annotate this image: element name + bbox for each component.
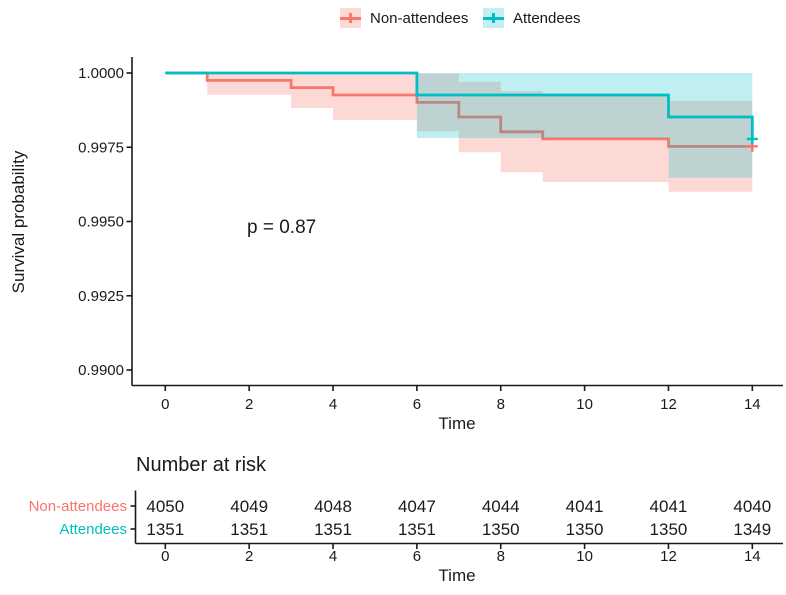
risk-count-attendees: 1351 <box>398 520 436 539</box>
x-tick-label: 8 <box>497 396 505 413</box>
risk-x-tick-label: 4 <box>329 548 337 565</box>
risk-x-tick-label: 10 <box>576 548 593 565</box>
risk-table-x-axis-title: Time <box>438 566 476 585</box>
risk-row-label-non-attendees: Non-attendees <box>28 498 127 515</box>
y-tick-label: 1.0000 <box>78 65 124 82</box>
non-attendees-legend-key-icon <box>340 8 361 28</box>
x-tick-label: 10 <box>576 396 593 413</box>
risk-count-attendees: 1349 <box>733 520 771 539</box>
risk-count-attendees: 1350 <box>566 520 604 539</box>
risk-row-label-attendees: Attendees <box>59 521 127 538</box>
risk-x-tick-label: 14 <box>744 548 761 565</box>
x-tick-label: 2 <box>245 396 253 413</box>
risk-count-non-attendees: 4050 <box>146 497 184 516</box>
x-tick-label: 6 <box>413 396 421 413</box>
risk-count-non-attendees: 4044 <box>482 497 520 516</box>
y-axis-title: Survival probability <box>9 150 28 294</box>
risk-x-tick-label: 0 <box>161 548 169 565</box>
legend-label-attendees: Attendees <box>513 9 581 27</box>
y-tick-label: 0.9975 <box>78 139 124 156</box>
risk-count-attendees: 1351 <box>314 520 352 539</box>
y-tick-label: 0.9900 <box>78 362 124 379</box>
x-axis-title: Time <box>438 414 476 433</box>
legend-label-non-attendees: Non-attendees <box>370 9 469 27</box>
y-tick-label: 0.9950 <box>78 214 124 231</box>
risk-table-title: Number at risk <box>136 454 267 476</box>
risk-x-tick-label: 2 <box>245 548 253 565</box>
risk-x-tick-label: 8 <box>497 548 505 565</box>
x-tick-label: 0 <box>161 396 169 413</box>
risk-count-attendees: 1350 <box>482 520 520 539</box>
x-tick-label: 4 <box>329 396 337 413</box>
attendees-censor-mark-icon <box>746 133 758 145</box>
risk-count-non-attendees: 4041 <box>650 497 688 516</box>
risk-x-tick-label: 6 <box>413 548 421 565</box>
legend-censor-tick-icon <box>492 13 495 23</box>
risk-count-non-attendees: 4049 <box>230 497 268 516</box>
risk-count-non-attendees: 4040 <box>733 497 771 516</box>
attendees-legend-key-icon <box>483 8 504 28</box>
risk-count-non-attendees: 4041 <box>566 497 604 516</box>
risk-count-attendees: 1350 <box>650 520 688 539</box>
y-tick-label: 0.9925 <box>78 288 124 305</box>
risk-count-attendees: 1351 <box>230 520 268 539</box>
legend-item-non-attendees: Non-attendees <box>340 8 468 28</box>
risk-count-attendees: 1351 <box>146 520 184 539</box>
attendees-survival-curve <box>165 71 754 139</box>
legend-item-attendees: Attendees <box>483 8 581 28</box>
legend-censor-tick-icon <box>349 13 352 23</box>
non-attendees-survival-curve <box>165 71 753 148</box>
risk-count-non-attendees: 4048 <box>314 497 352 516</box>
risk-x-tick-label: 12 <box>660 548 677 565</box>
x-tick-label: 14 <box>744 396 761 413</box>
x-tick-label: 12 <box>660 396 677 413</box>
non-attendees-ci-band <box>207 73 753 192</box>
risk-count-non-attendees: 4047 <box>398 497 436 516</box>
p-value-annotation: p = 0.87 <box>247 217 317 238</box>
